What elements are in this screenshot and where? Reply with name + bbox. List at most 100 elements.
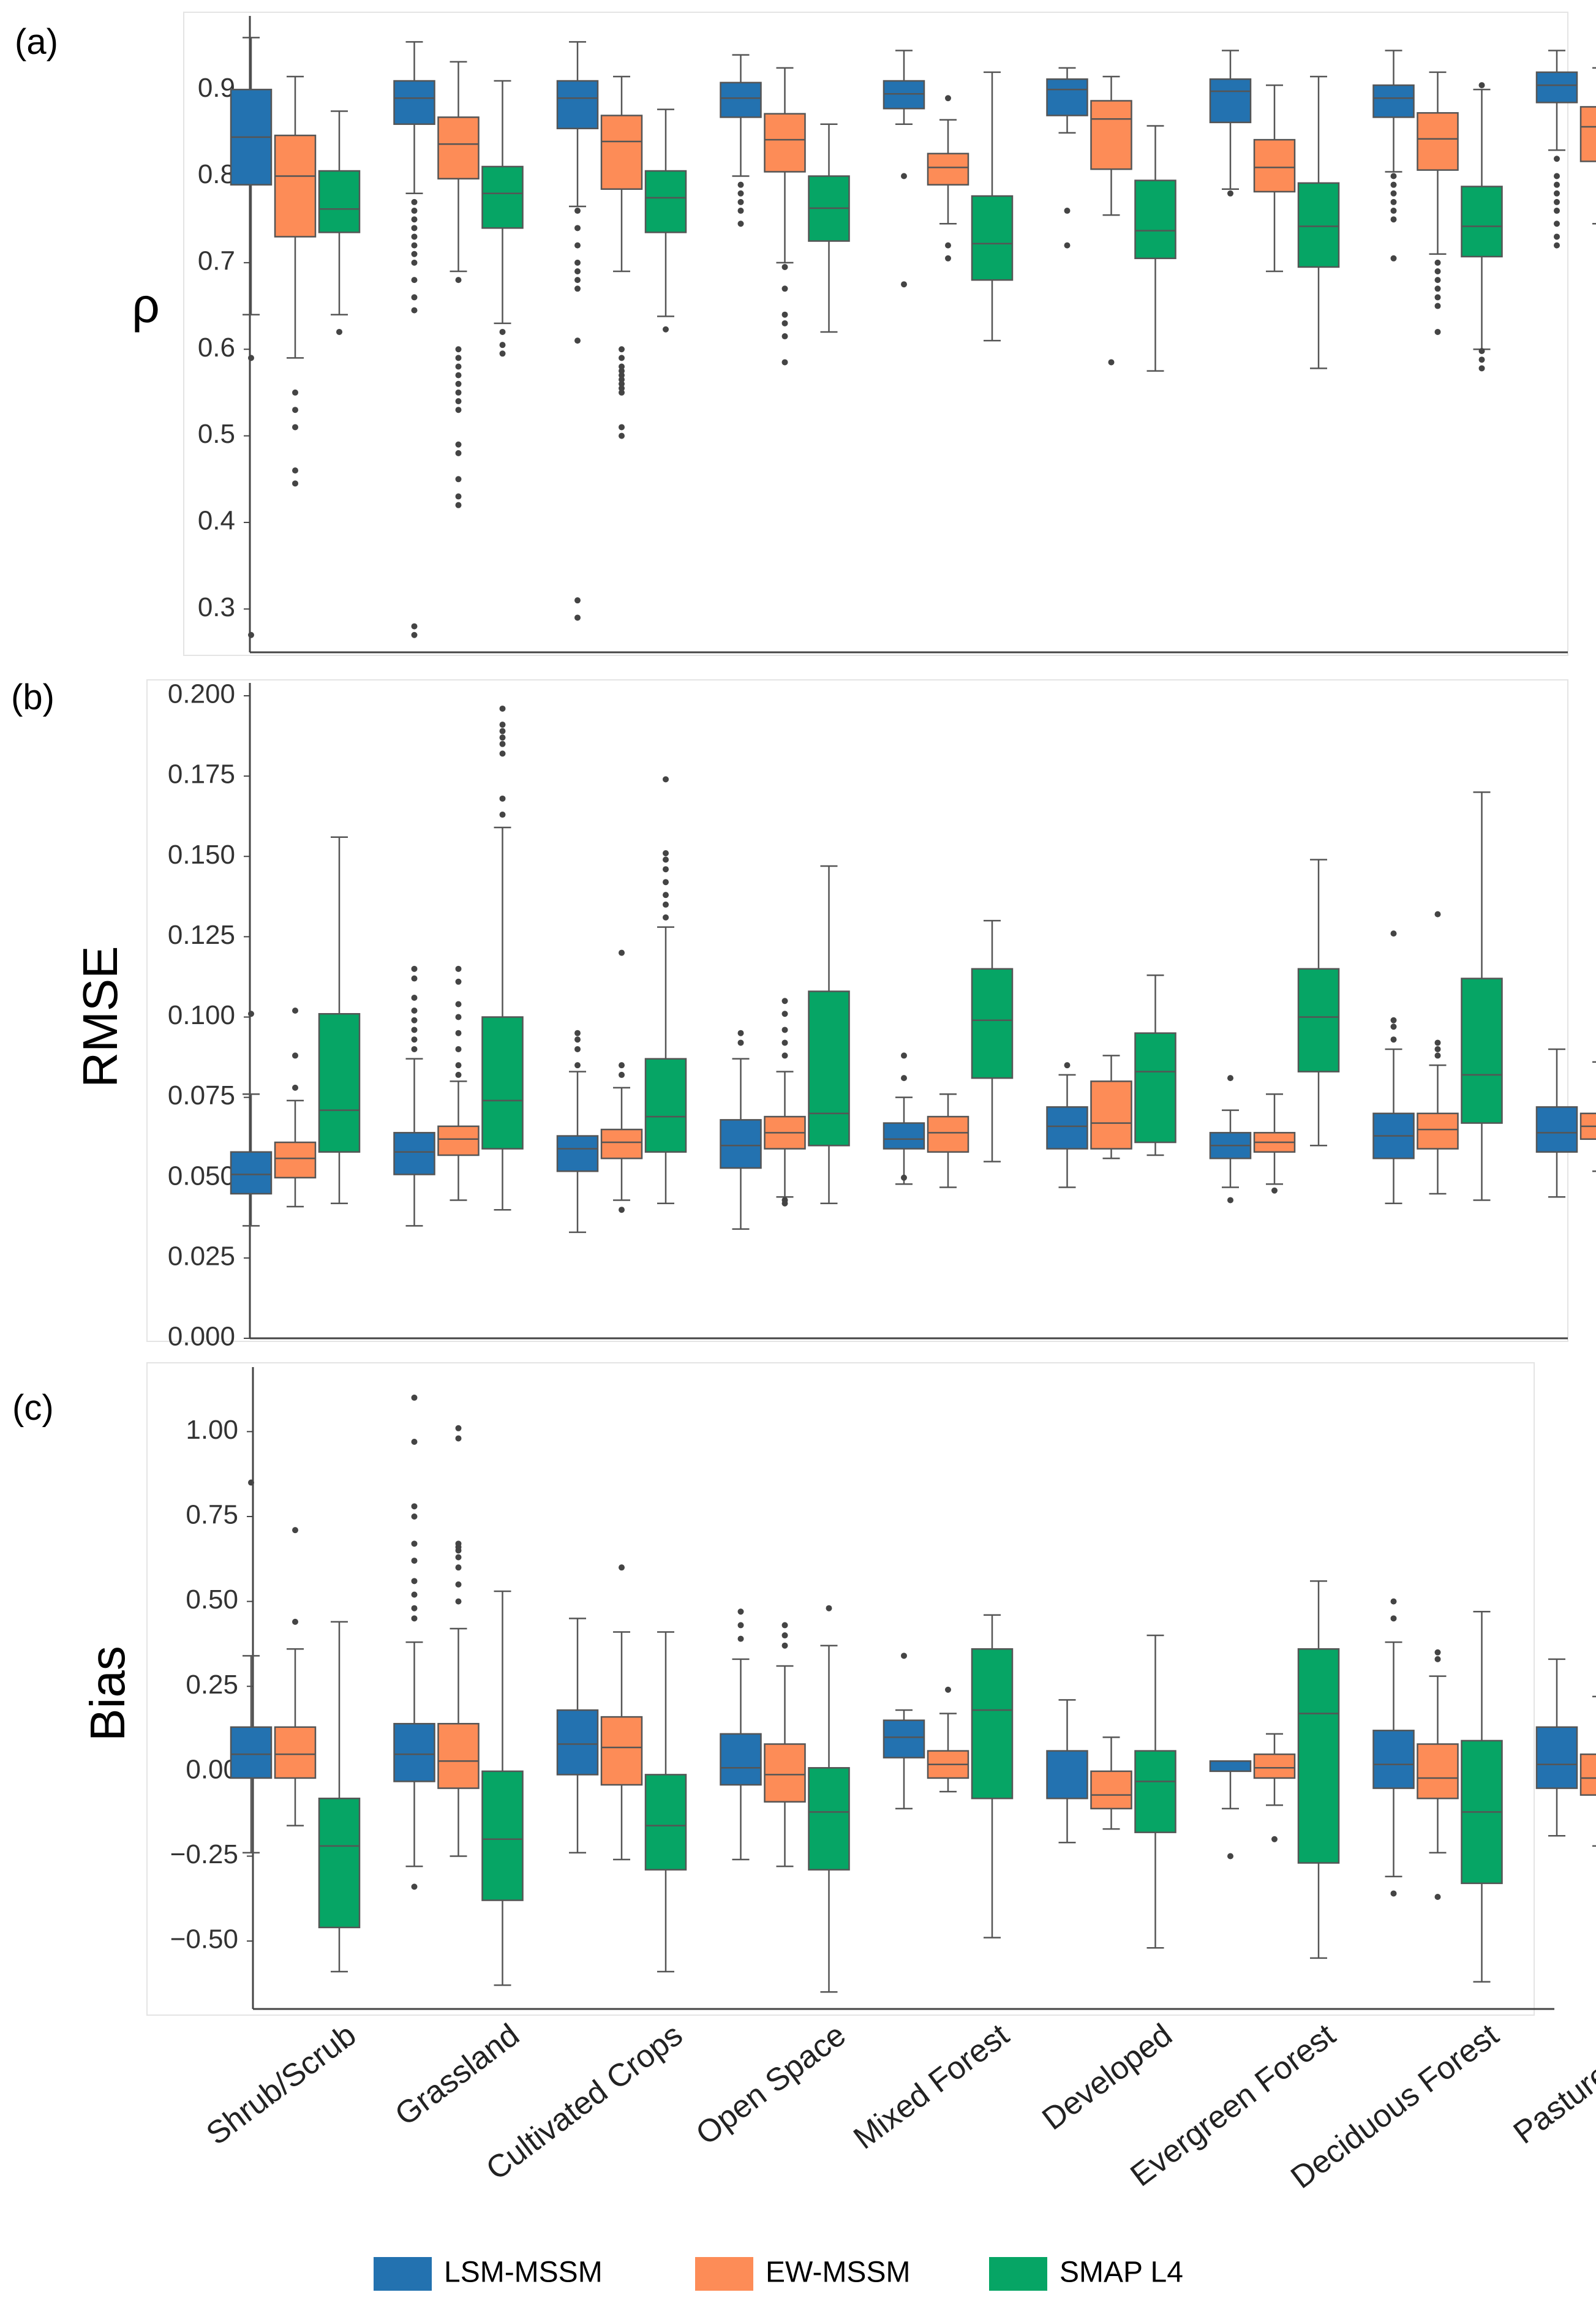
y-tick-label: 0.200 [168, 679, 235, 709]
outlier-point [781, 1039, 788, 1046]
outlier-point [1434, 303, 1441, 309]
outlier-point [574, 337, 581, 344]
outlier-point [901, 1075, 907, 1082]
iqr-box [230, 1726, 273, 1779]
outlier-point [455, 1581, 462, 1588]
box-smap-l4 [1297, 75, 1340, 369]
box-lsm-mssm [1372, 1598, 1415, 1897]
box-smap-l4 [971, 71, 1014, 342]
outlier-point [411, 1438, 418, 1445]
box-lsm-mssm [393, 1394, 435, 1890]
box-groups [230, 37, 1596, 638]
outlier-point [455, 441, 462, 448]
outlier-point [781, 1052, 788, 1059]
outlier-point [619, 1071, 625, 1078]
outlier-point [499, 705, 506, 712]
outlier-point [455, 1062, 462, 1069]
iqr-box [1417, 112, 1459, 171]
outlier-point [292, 480, 298, 487]
outlier-point [1227, 1853, 1233, 1860]
outlier-point [411, 294, 418, 301]
box-ew-mssm [1417, 1649, 1459, 1901]
iqr-box [481, 1016, 524, 1150]
outlier-point [499, 750, 506, 757]
iqr-box [1134, 1750, 1176, 1833]
legend-label-smap: SMAP L4 [1060, 2256, 1183, 2289]
outlier-point [781, 1027, 788, 1033]
iqr-box [1090, 100, 1132, 170]
outlier-point [663, 901, 669, 908]
box-ew-mssm [764, 67, 806, 366]
iqr-box [1297, 182, 1340, 268]
box-smap-l4 [481, 80, 524, 357]
outlier-point [1390, 1598, 1397, 1605]
y-ticks: 0.3 0.4 0.5 0.6 0.7 0.8 0.9 [198, 73, 250, 622]
box-smap-l4 [1134, 125, 1176, 372]
box-smap-l4 [481, 1590, 524, 1986]
outlier-point [455, 407, 462, 413]
outlier-point [1390, 216, 1397, 223]
legend: LSM-MSSM EW-MSSM SMAP L4 [374, 2256, 1183, 2291]
y-tick-label: 0.7 [198, 246, 235, 276]
outlier-point [292, 389, 298, 396]
iqr-box [1046, 78, 1088, 116]
iqr-box [1579, 106, 1596, 162]
panel-frame [146, 679, 1568, 1342]
outlier-point [1478, 348, 1485, 355]
box-lsm-mssm [883, 1052, 925, 1185]
box-smap-l4 [1297, 859, 1340, 1147]
outlier-point [1390, 208, 1397, 214]
outlier-point [411, 225, 418, 232]
outlier-point [455, 502, 462, 508]
outlier-point [455, 380, 462, 387]
iqr-box [1372, 1730, 1415, 1789]
outlier-point [411, 1394, 418, 1401]
outlier-point [663, 776, 669, 783]
box-smap-l4 [1461, 82, 1503, 372]
box-ew-mssm [927, 1686, 969, 1793]
box-smap-l4 [1134, 1634, 1176, 1949]
outlier-point [455, 1598, 462, 1605]
box-lsm-mssm [230, 1011, 273, 1227]
outlier-point [411, 631, 418, 638]
box-lsm-mssm [1046, 1062, 1088, 1188]
box-groups [230, 705, 1596, 1234]
box-lsm-mssm [1372, 50, 1415, 262]
box-ew-mssm [437, 61, 480, 508]
outlier-point [455, 1014, 462, 1020]
outlier-point [663, 866, 669, 873]
box-smap-l4 [318, 110, 361, 335]
iqr-box [437, 1722, 480, 1789]
outlier-point [1390, 198, 1397, 205]
panel-bias: (c) Bias −0.50 −0.25 0.00 0.25 0.50 0.75 1.00 [12, 1362, 1596, 2016]
iqr-box [556, 80, 599, 130]
y-tick-label: 0.5 [198, 419, 235, 449]
outlier-point [455, 978, 462, 985]
box-smap-l4 [644, 108, 687, 333]
outlier-point [574, 597, 581, 604]
outlier-point [945, 255, 951, 262]
outlier-point [499, 350, 506, 357]
panel-label: (b) [11, 677, 55, 717]
outlier-point [574, 208, 581, 214]
box-lsm-mssm [556, 1030, 599, 1234]
iqr-box [808, 1767, 850, 1871]
outlier-point [1434, 285, 1441, 292]
iqr-box [1372, 84, 1415, 118]
outlier-point [1390, 173, 1397, 179]
iqr-box [644, 1774, 687, 1871]
y-ticks: −0.50 −0.25 0.00 0.25 0.50 0.75 1.00 [170, 1415, 253, 1954]
iqr-box [1046, 1750, 1088, 1800]
iqr-box [1297, 1648, 1340, 1864]
outlier-point [619, 432, 625, 439]
outlier-point [455, 372, 462, 379]
iqr-box [1134, 1032, 1176, 1144]
outlier-point [1434, 911, 1441, 918]
outlier-point [455, 965, 462, 972]
iqr-box [971, 968, 1014, 1079]
iqr-box [1535, 71, 1578, 104]
outlier-point [248, 355, 254, 361]
outlier-point [455, 398, 462, 405]
outlier-point [455, 277, 462, 284]
outlier-point [1434, 1649, 1441, 1656]
